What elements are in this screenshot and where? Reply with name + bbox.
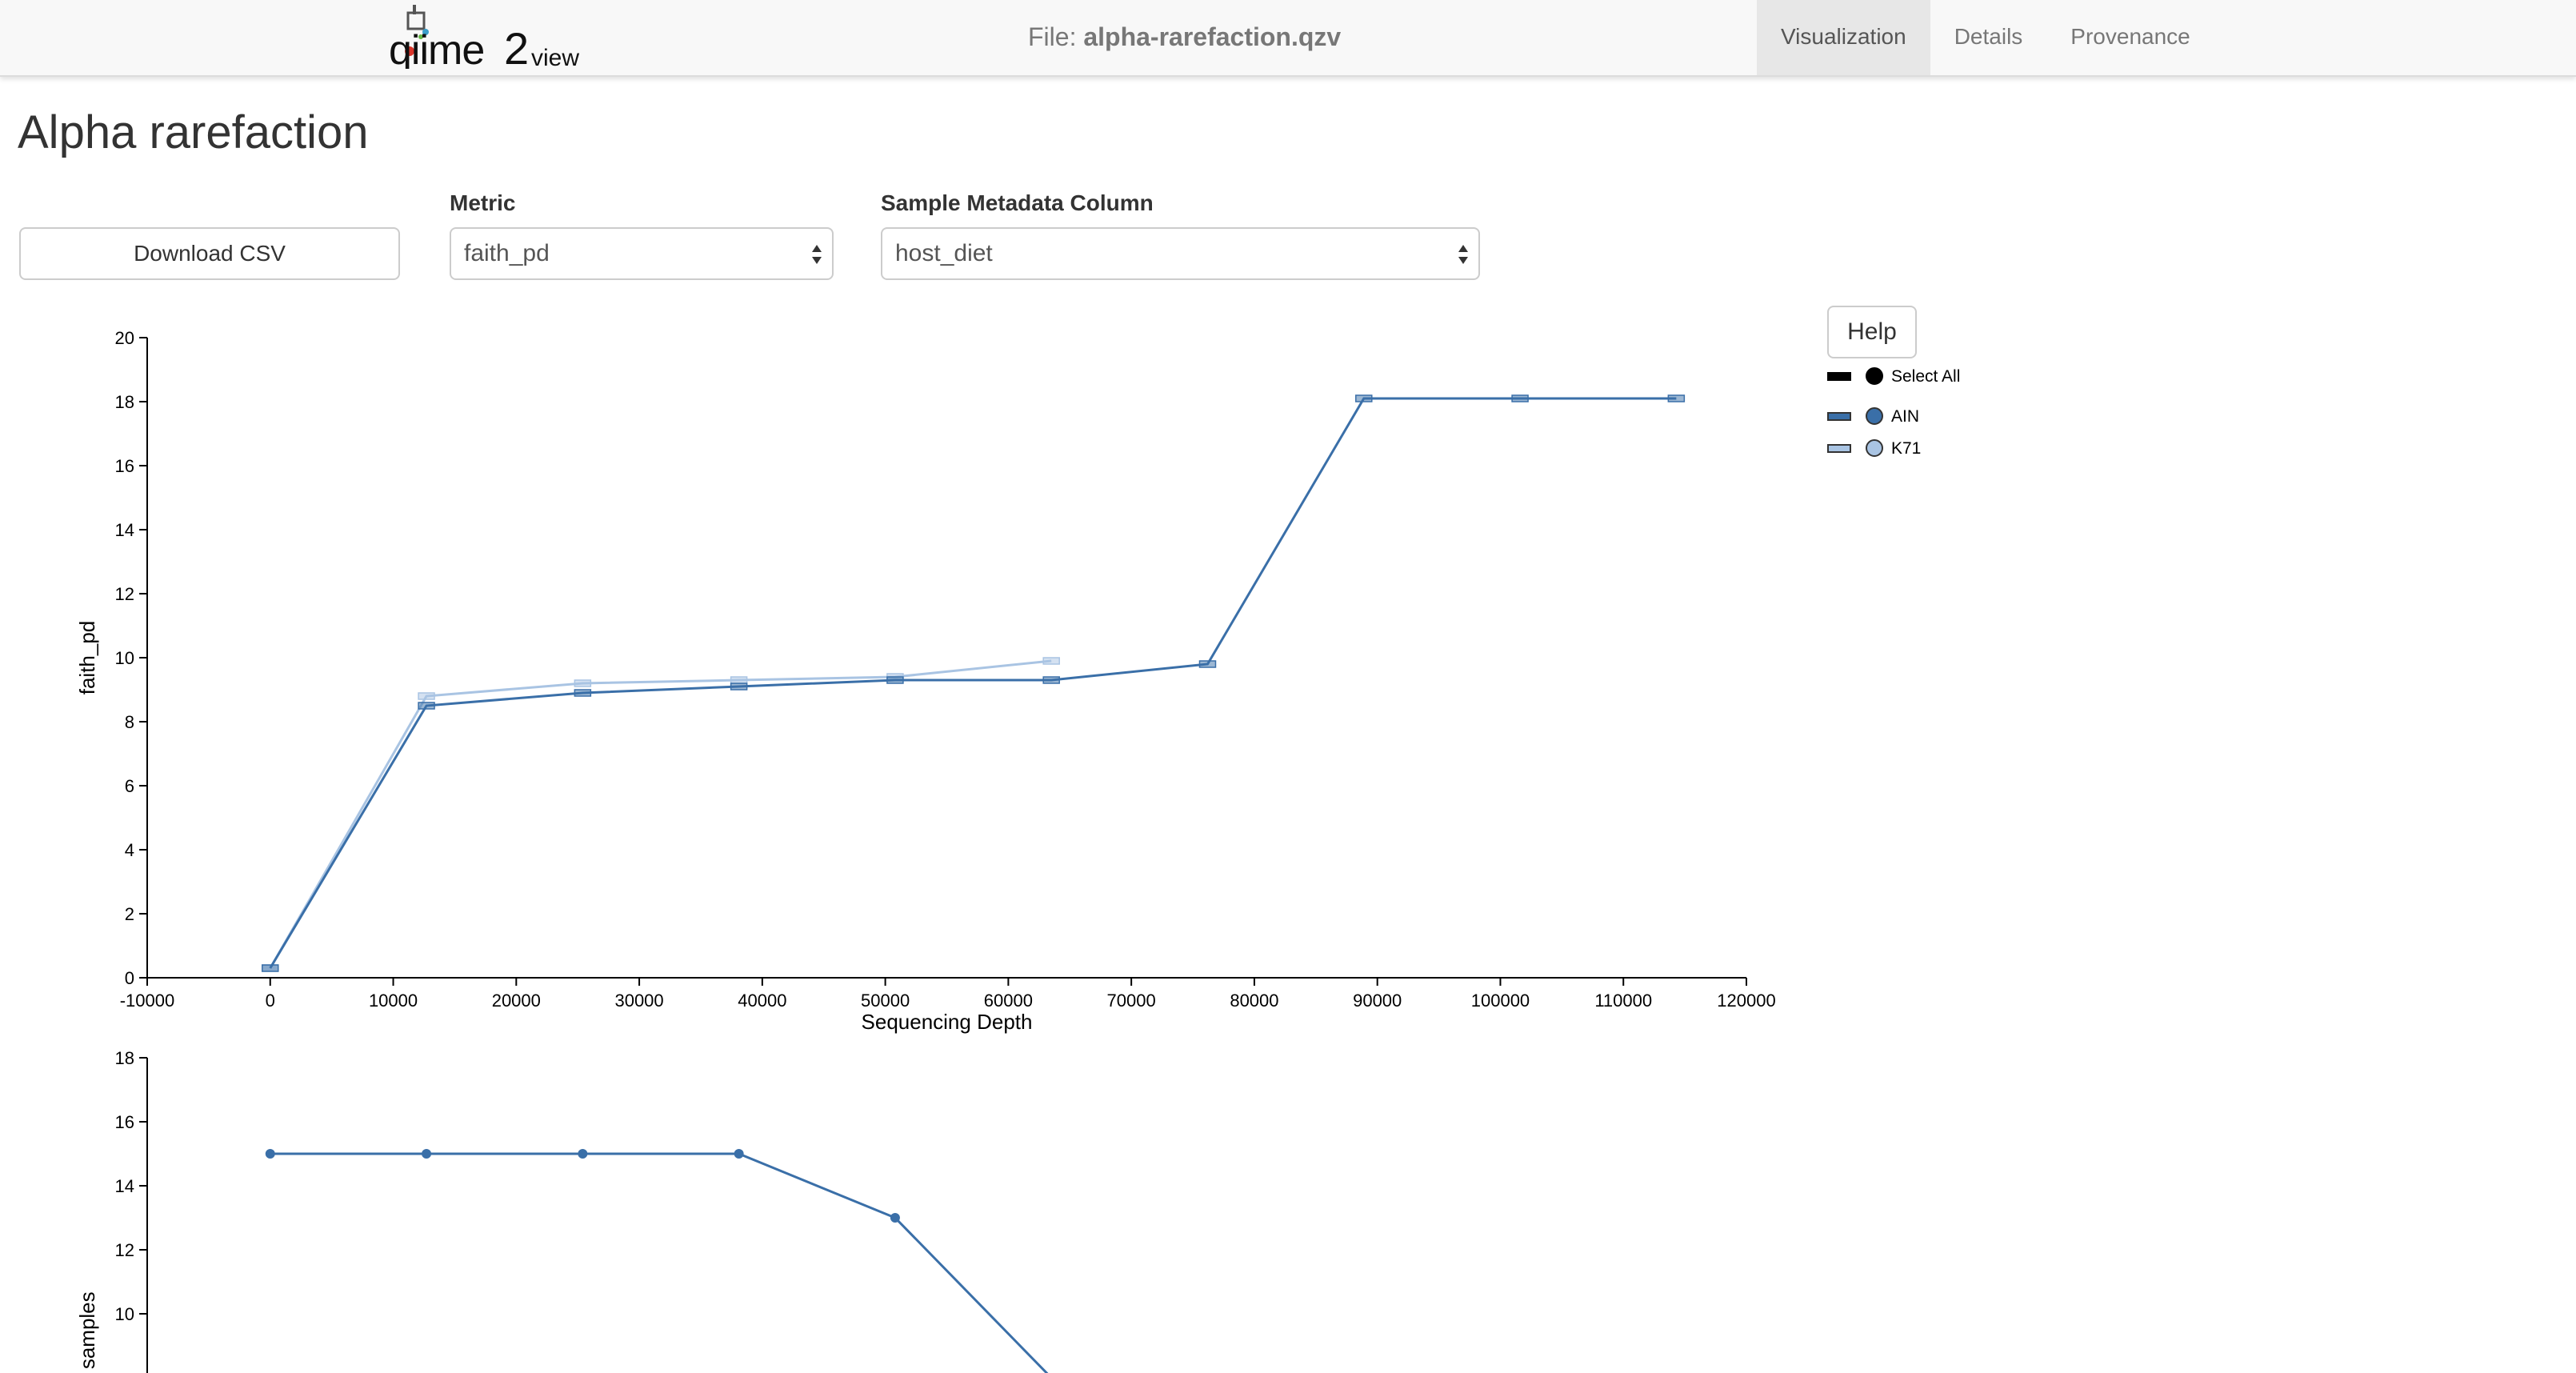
box-mark [1511, 394, 1529, 402]
logo-text: qiime [389, 27, 484, 69]
x-tick-label: 120000 [1717, 991, 1775, 1011]
legend-label: K71 [1891, 439, 1922, 458]
box-mark [730, 682, 748, 691]
box-mark [418, 692, 435, 700]
data-point [734, 1149, 744, 1159]
tab-provenance[interactable]: Provenance [2070, 24, 2190, 49]
y-tick-label: 2 [125, 904, 134, 924]
legend-line-swatch-icon[interactable] [1827, 412, 1851, 421]
download-csv-button[interactable]: Download CSV [19, 227, 400, 280]
legend-dot-swatch-icon[interactable] [1866, 407, 1883, 425]
page-title: Alpha rarefaction [18, 106, 369, 158]
svg-text:2: 2 [504, 23, 529, 69]
box-mark [574, 689, 592, 697]
nav-tabs: Visualization Details Provenance [1757, 0, 2214, 75]
box-mark [1198, 660, 1217, 668]
y-tick-label: 14 [115, 1176, 134, 1196]
metric-selected-value: faith_pd [464, 240, 550, 266]
y-tick-label: 0 [125, 968, 134, 988]
select-arrows-icon [812, 245, 822, 264]
select-arrows-icon [1458, 245, 1468, 264]
qiime2-view-logo[interactable]: qiime 2 view [387, 3, 595, 69]
metric-select[interactable]: faith_pd [450, 227, 834, 280]
y-tick-label: 12 [115, 584, 134, 604]
box-mark [262, 964, 279, 972]
legend-line-swatch-icon[interactable] [1827, 372, 1851, 381]
y-tick-label: 20 [115, 328, 134, 348]
series-line-k71 [269, 659, 1052, 969]
y-tick-label: 16 [115, 456, 134, 476]
y-tick-label: 18 [115, 1048, 134, 1068]
x-tick-label: -10000 [120, 991, 175, 1011]
y-tick-label: 4 [125, 840, 134, 860]
data-point [265, 1149, 275, 1159]
svg-text:view: view [531, 45, 579, 69]
tab-visualization[interactable]: Visualization [1757, 0, 1930, 75]
y-tick-label: 8 [125, 712, 134, 732]
legend-label: AIN [1891, 407, 1920, 426]
x-axis-label: Sequencing Depth [862, 1010, 1033, 1034]
legend-line-swatch-icon[interactable] [1827, 444, 1851, 453]
data-point [578, 1149, 588, 1159]
x-tick-label: 40000 [738, 991, 786, 1011]
y-tick-label: 10 [115, 648, 134, 668]
box-mark [1667, 394, 1686, 402]
x-tick-label: 100000 [1471, 991, 1530, 1011]
box-mark [1042, 657, 1060, 665]
box-mark [886, 676, 904, 684]
x-tick-label: 50000 [861, 991, 910, 1011]
x-tick-label: 110000 [1594, 991, 1652, 1011]
data-point [422, 1149, 432, 1159]
top-navbar: qiime 2 view File: alpha-rarefaction.qzv… [0, 0, 2576, 77]
box-mark [574, 679, 592, 687]
y-axis-label: faith_pd [75, 621, 99, 695]
sample-count-chart: 10 12 14 16 18 f samples [75, 1048, 1049, 1373]
x-tick-label: 0 [266, 991, 275, 1011]
x-tick-label: 70000 [1107, 991, 1156, 1011]
box-mark [730, 676, 748, 684]
series-line-ain [269, 397, 1677, 969]
legend-dot-swatch-icon[interactable] [1866, 439, 1883, 457]
box-mark [1042, 676, 1060, 684]
file-name: alpha-rarefaction.qzv [1083, 22, 1342, 51]
legend-label: Select All [1891, 367, 1961, 386]
file-title: File: alpha-rarefaction.qzv [1028, 22, 1341, 52]
legend-dot-swatch-icon[interactable] [1866, 367, 1883, 385]
y-axis-label: f samples [75, 1291, 99, 1373]
file-prefix: File: [1028, 22, 1084, 51]
x-tick-label: 20000 [492, 991, 541, 1011]
data-point [890, 1213, 900, 1223]
rarefaction-chart: 0 2 4 6 8 10 12 14 16 18 20 -10000 0 10000 20000 30000 4… [75, 328, 1776, 1034]
y-tick-label: 16 [115, 1112, 134, 1132]
help-button[interactable]: Help [1827, 306, 1917, 358]
box-mark [418, 702, 435, 710]
metadata-column-selected-value: host_diet [895, 240, 993, 266]
y-tick-label: 10 [115, 1304, 134, 1324]
y-tick-label: 18 [115, 392, 134, 412]
x-tick-label: 30000 [614, 991, 663, 1011]
x-tick-label: 10000 [369, 991, 418, 1011]
x-tick-label: 80000 [1230, 991, 1278, 1011]
x-tick-label: 90000 [1353, 991, 1402, 1011]
x-tick-label: 60000 [984, 991, 1033, 1011]
y-tick-label: 6 [125, 776, 134, 796]
y-tick-label: 12 [115, 1240, 134, 1260]
series-line-ain [270, 1152, 1049, 1373]
metadata-column-select[interactable]: host_diet [881, 227, 1480, 280]
y-tick-label: 14 [115, 520, 134, 540]
box-mark [1355, 394, 1373, 402]
metadata-column-label: Sample Metadata Column [881, 190, 1154, 215]
tab-details[interactable]: Details [1954, 24, 2023, 49]
metric-label: Metric [450, 190, 516, 215]
